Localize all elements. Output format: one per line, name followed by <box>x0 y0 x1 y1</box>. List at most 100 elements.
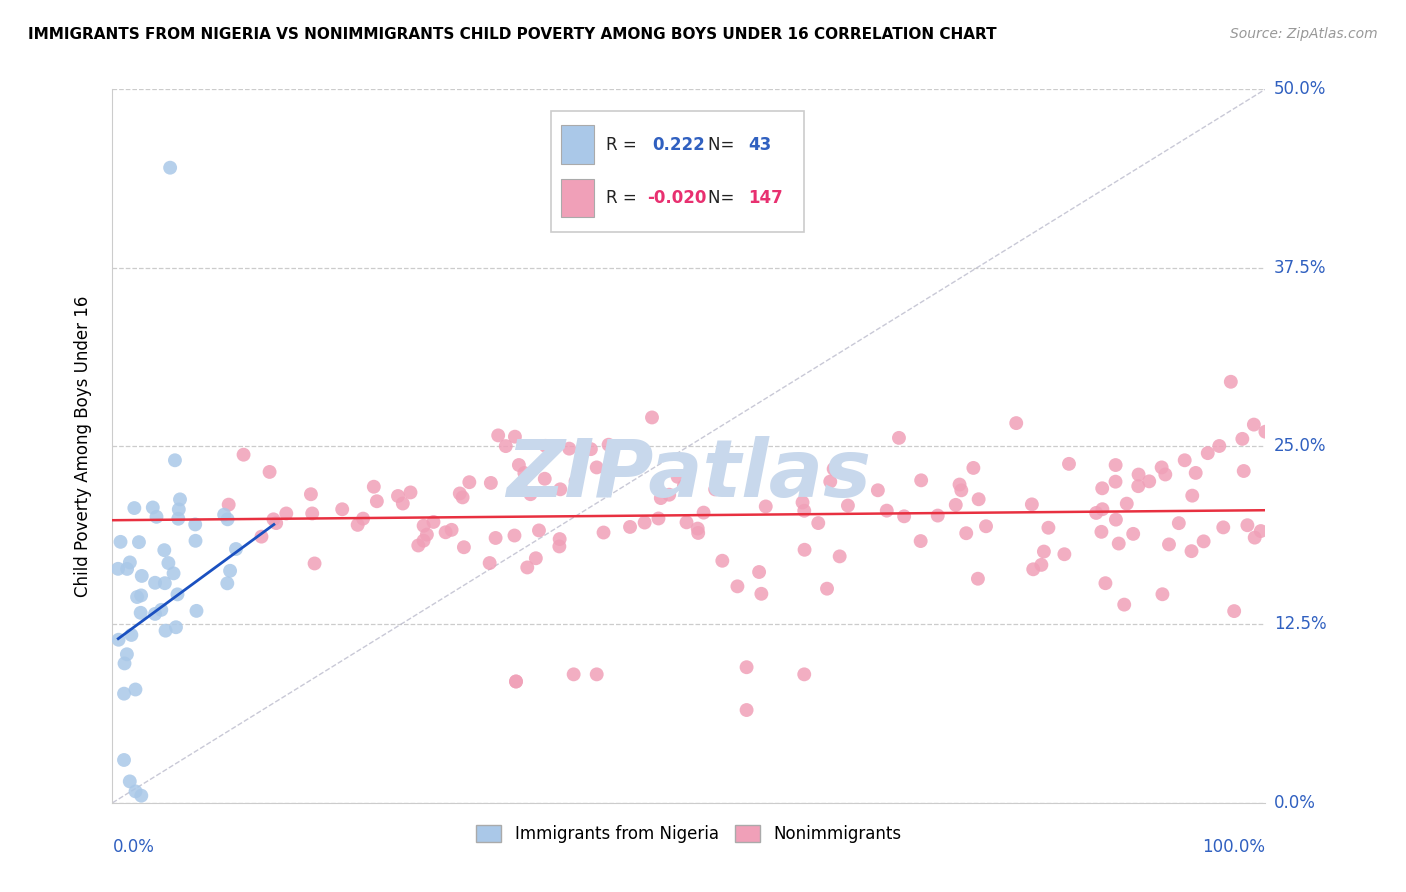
Point <box>1114 598 1136 612</box>
Point <box>110 534 132 549</box>
Text: 25.0%: 25.0% <box>1274 437 1326 455</box>
Point <box>1154 467 1177 482</box>
Point <box>264 516 287 530</box>
Text: 0.0%: 0.0% <box>1274 794 1316 812</box>
Point <box>1174 453 1197 467</box>
Point <box>927 508 949 523</box>
Point <box>129 589 152 603</box>
Point <box>1192 534 1215 549</box>
Point <box>675 516 697 530</box>
Point <box>218 498 240 512</box>
Point <box>166 587 188 601</box>
Point <box>519 487 541 501</box>
Point <box>962 461 984 475</box>
Point <box>647 511 669 525</box>
Point <box>1150 460 1173 475</box>
Point <box>479 475 502 490</box>
Point <box>592 525 614 540</box>
Point <box>391 496 413 510</box>
Point <box>955 526 977 541</box>
Point <box>751 587 773 601</box>
Point <box>1232 432 1254 446</box>
Point <box>1091 481 1114 495</box>
Point <box>129 606 152 620</box>
Point <box>124 501 146 516</box>
Point <box>672 479 695 493</box>
Point <box>449 486 471 500</box>
Point <box>1243 531 1265 545</box>
Point <box>434 525 457 540</box>
Point <box>510 482 533 496</box>
Point <box>153 576 176 591</box>
Text: 100.0%: 100.0% <box>1202 838 1265 856</box>
Point <box>967 492 990 507</box>
Text: 0.0%: 0.0% <box>112 838 155 856</box>
Point <box>169 492 191 507</box>
Point <box>876 503 898 517</box>
Point <box>163 453 186 467</box>
Point <box>666 469 689 483</box>
Point <box>513 466 536 480</box>
Point <box>585 460 607 475</box>
Point <box>548 532 571 546</box>
Point <box>1219 375 1241 389</box>
Point <box>534 439 557 453</box>
Point <box>153 543 176 558</box>
Point <box>184 517 207 532</box>
Point <box>866 483 889 498</box>
Point <box>299 487 322 501</box>
Point <box>125 590 148 604</box>
Point <box>162 566 184 581</box>
Point <box>564 475 586 489</box>
Point <box>1085 506 1108 520</box>
Point <box>1090 524 1112 539</box>
Point <box>115 562 138 576</box>
Point <box>792 495 814 509</box>
Point <box>945 498 967 512</box>
Point <box>619 520 641 534</box>
Point <box>150 603 173 617</box>
Point <box>585 667 607 681</box>
Point <box>820 475 842 489</box>
Point <box>112 753 135 767</box>
Point <box>658 488 681 502</box>
Point <box>598 438 620 452</box>
Point <box>1094 576 1116 591</box>
Point <box>155 624 177 638</box>
Point <box>641 410 664 425</box>
Point <box>1032 544 1054 558</box>
Point <box>128 535 150 549</box>
Point <box>686 522 709 536</box>
Point <box>837 499 859 513</box>
Point <box>1243 417 1265 432</box>
Text: ZIPatlas: ZIPatlas <box>506 435 872 514</box>
Point <box>112 687 135 701</box>
Legend: Immigrants from Nigeria, Nonimmigrants: Immigrants from Nigeria, Nonimmigrants <box>468 817 910 852</box>
Point <box>1057 457 1080 471</box>
Point <box>416 527 439 541</box>
Point <box>527 524 550 538</box>
Point <box>301 507 323 521</box>
Point <box>948 477 970 491</box>
Point <box>262 512 284 526</box>
Point <box>1157 537 1180 551</box>
Point <box>406 539 429 553</box>
Point <box>124 784 146 798</box>
Point <box>143 607 166 621</box>
Point <box>562 667 585 681</box>
Point <box>440 523 463 537</box>
Point <box>1104 475 1126 489</box>
Point <box>1223 604 1246 618</box>
Point <box>950 483 973 498</box>
Point <box>1108 536 1130 550</box>
Point <box>366 494 388 508</box>
Point <box>1167 516 1189 530</box>
Point <box>755 500 778 514</box>
Point <box>688 525 710 540</box>
Point <box>412 518 434 533</box>
Point <box>458 475 481 490</box>
Point <box>145 509 167 524</box>
Point <box>129 789 153 803</box>
Point <box>807 516 830 530</box>
Point <box>692 506 714 520</box>
